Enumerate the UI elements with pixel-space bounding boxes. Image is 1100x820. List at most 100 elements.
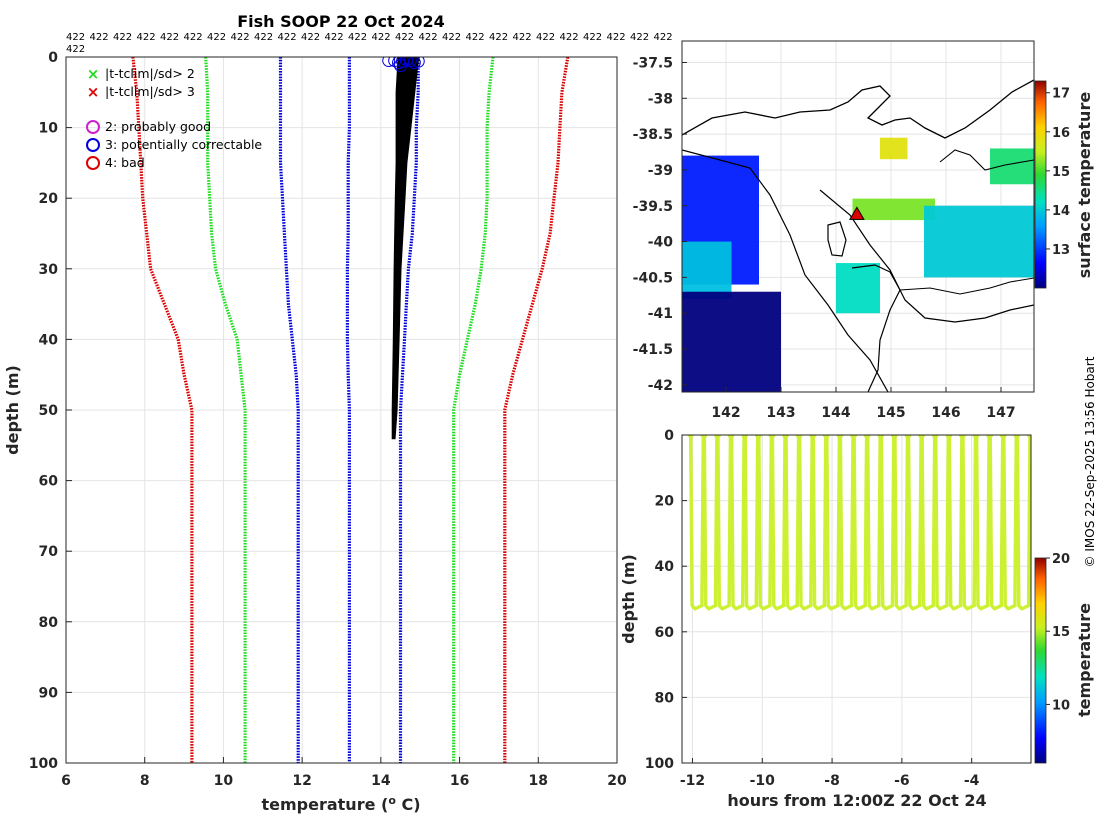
map-colorbar-ticks: 13 14 15 16 17 <box>1046 87 1070 258</box>
count-label: 422 <box>419 32 438 43</box>
cast-surface-point <box>701 435 708 438</box>
flag3-circle-icon <box>382 57 396 68</box>
cast-surface-point <box>851 435 858 438</box>
profile-ytick-label: 70 <box>39 544 59 560</box>
legend-label-q3: 3: potentially correctable <box>105 137 262 152</box>
map-ytick-label: -38 <box>648 91 673 107</box>
profile-ytick-label: 90 <box>39 685 59 701</box>
profile-panel: Fish SOOP 22 Oct 2024 422 422 422 422 422 422… <box>3 12 673 814</box>
series-clim-2sd-high <box>452 57 495 763</box>
time-colorbar-label: temperature <box>1075 603 1094 717</box>
time-ytick-label: 40 <box>655 559 675 575</box>
cast-trace <box>988 435 1005 611</box>
count-label: 422 <box>560 32 579 43</box>
count-label: 422 <box>66 32 85 43</box>
map-colorbar-tick-label: 16 <box>1052 126 1070 141</box>
legend-label-q4: 4: bad <box>105 155 145 170</box>
sst-patch <box>990 148 1034 185</box>
count-label: 422 <box>607 32 626 43</box>
time-section-panel: -12 -10 -8 -6 -4 0 20 40 60 80 100 hours from 12:0… <box>619 428 1094 810</box>
time-axes-box <box>681 434 1032 764</box>
magenta-circle-icon <box>86 120 100 134</box>
shelf-contour-west <box>682 149 889 392</box>
cast-surface-point <box>919 435 926 438</box>
profile-title: Fish SOOP 22 Oct 2024 <box>237 12 445 31</box>
shelf-contour-south <box>819 189 1034 323</box>
map-axes-box <box>681 40 1035 393</box>
profile-legend: × |t-tclim|/sd> 2 × |t-tclim|/sd> 3 2: p… <box>86 65 262 170</box>
profile-xtick-label: 10 <box>214 773 234 789</box>
profile-ylabel: depth (m) <box>3 365 22 455</box>
map-colorbar-label: surface temperature <box>1075 92 1094 279</box>
time-xtick-label: -4 <box>964 773 980 789</box>
map-coastlines <box>682 79 1034 392</box>
series-clim-3sd-low <box>131 57 194 763</box>
count-label: 422 <box>395 32 414 43</box>
sst-patch <box>682 241 732 299</box>
profile-xtick-label: 14 <box>371 773 391 789</box>
cast-trace <box>757 435 774 611</box>
time-ytick-label: 60 <box>655 625 675 641</box>
map-ytick-label: -42 <box>648 378 673 394</box>
time-xtick-label: -12 <box>680 773 705 789</box>
count-label: 422 <box>278 32 297 43</box>
count-label: 422 <box>372 32 391 43</box>
time-ticks: -12 -10 -8 -6 -4 0 20 40 60 80 100 <box>645 428 980 789</box>
cast-trace <box>838 435 855 611</box>
count-label: 422 <box>184 32 203 43</box>
cast-trace <box>933 435 951 611</box>
time-ylabel: depth (m) <box>619 554 638 644</box>
cast-surface-point <box>905 435 912 438</box>
blue-circle-icon <box>86 138 100 152</box>
map-ticks: 142 143 144 145 146 147 -37.5 -38 -38.5 -39 -39.5 -… <box>633 55 1016 421</box>
cast-trace <box>1015 435 1031 611</box>
map-ytick-label: -37.5 <box>633 55 673 71</box>
time-ytick-label: 100 <box>645 756 674 772</box>
profile-series <box>131 57 570 763</box>
time-colorbar-ticks: 10 15 20 <box>1046 552 1070 713</box>
count-label: 422 <box>160 32 179 43</box>
flag3-circle-icon <box>411 57 425 68</box>
count-label: 422 <box>254 32 273 43</box>
map-colorbar-tick-label: 13 <box>1052 243 1070 258</box>
map-xtick-label: 147 <box>986 405 1015 421</box>
count-label: 422 <box>90 32 109 43</box>
count-label: 422 <box>137 32 156 43</box>
series-clim-3sd-high <box>503 57 570 763</box>
cast-trace <box>784 435 801 611</box>
cast-trace <box>974 435 991 611</box>
series-clim-1sd-high <box>398 57 420 763</box>
cast-trace <box>825 435 842 611</box>
count-label: 422 <box>348 32 367 43</box>
map-panel: 142 143 144 145 146 147 -37.5 -38 -38.5 -39 -39.5 -… <box>633 40 1094 421</box>
cast-trace <box>852 435 869 611</box>
time-xtick-label: -8 <box>824 773 840 789</box>
cast-trace <box>879 435 896 611</box>
cast-surface-point <box>891 435 898 438</box>
cast-surface-point <box>810 435 817 438</box>
map-xtick-label: 143 <box>766 405 795 421</box>
cast-trace <box>811 435 828 611</box>
cast-surface-point <box>878 435 885 438</box>
profile-xtick-label: 12 <box>292 773 311 789</box>
time-xtick-label: -6 <box>894 773 910 789</box>
count-label: 422 <box>654 32 673 43</box>
cast-trace <box>702 435 719 611</box>
series-clim-2sd-low <box>204 57 247 763</box>
series-clim-1sd-low <box>278 57 300 763</box>
cast-trace <box>716 435 733 611</box>
profile-ticks: 6 8 10 12 14 16 18 20 0 10 20 30 40 50 60 70 80 90 100 <box>29 50 627 789</box>
map-xtick-label: 142 <box>711 405 740 421</box>
cast-trace <box>688 435 706 611</box>
credit-text: © IMOS 22-Sep-2025 13:56 Hobart <box>1083 356 1097 567</box>
tasmania-north-coast <box>899 277 1034 295</box>
cast-trace <box>920 435 937 611</box>
count-label: 422 <box>442 32 461 43</box>
cast-trace <box>893 435 910 611</box>
cast-trace <box>961 435 978 611</box>
profile-xtick-label: 6 <box>61 773 71 789</box>
legend-label-x2: |t-tclim|/sd> 2 <box>105 66 195 81</box>
profile-ytick-label: 10 <box>39 121 59 137</box>
ship-position-marker <box>849 206 865 220</box>
count-label: 422 <box>513 32 532 43</box>
